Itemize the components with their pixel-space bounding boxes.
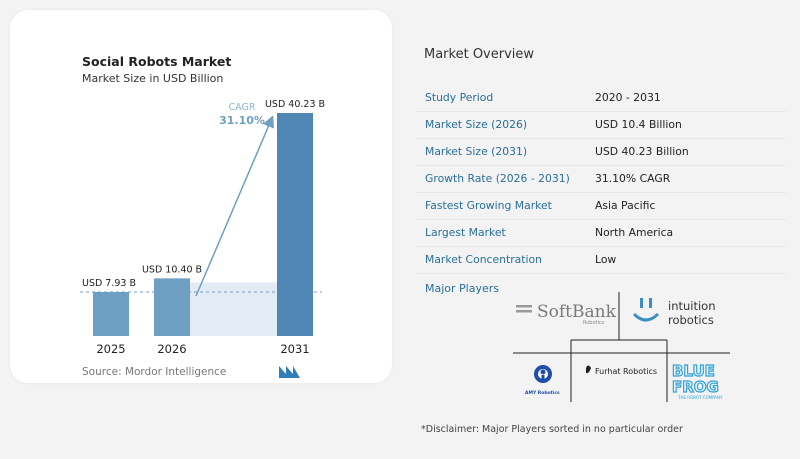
growth-band	[190, 282, 277, 336]
overview-value: 31.10% CAGR	[586, 165, 786, 193]
overview-value: USD 40.23 Billion	[586, 138, 786, 166]
overview-key: Fastest Growing Market	[416, 192, 586, 220]
overview-row: Market Size (2031) USD 40.23 Billion	[416, 138, 786, 166]
x-tick-2025: 2025	[96, 342, 125, 356]
blue-frog-logo: BLUE FROG THE ROBOT COMPANY	[671, 361, 723, 400]
overview-key: Study Period	[416, 84, 586, 112]
source-text: Source: Mordor Intelligence	[82, 366, 227, 378]
overview-row: Market Size (2026) USD 10.4 Billion	[416, 111, 786, 139]
major-players-title: Major Players	[425, 282, 499, 295]
amy-text: AMY Robotics	[525, 390, 560, 396]
overview-value: USD 10.4 Billion	[586, 111, 786, 139]
data-label-2025: USD 7.93 B	[82, 278, 136, 289]
disclaimer-text: *Disclaimer: Major Players sorted in no …	[421, 424, 683, 435]
softbank-text: SoftBank	[537, 302, 617, 322]
chart-title: Social Robots Market	[82, 54, 232, 69]
data-label-2031: USD 40.23 B	[265, 99, 325, 110]
bar-2026	[154, 278, 190, 336]
furhat-robotics-logo: Furhat Robotics	[586, 365, 657, 376]
cagr-arrow	[195, 115, 274, 297]
overview-key: Market Size (2031)	[416, 138, 586, 166]
mordor-logo-icon	[279, 366, 300, 378]
furhat-text: Furhat Robotics	[595, 367, 657, 376]
chart-subtitle: Market Size in USD Billion	[82, 72, 224, 85]
x-tick-2026: 2026	[157, 342, 186, 356]
overview-value: Low	[586, 246, 786, 274]
frog-text: FROG	[672, 378, 719, 396]
overview-value: 2020 - 2031	[586, 84, 786, 112]
overview-row: Growth Rate (2026 - 2031) 31.10% CAGR	[416, 165, 786, 193]
data-label-2026: USD 10.40 B	[142, 264, 202, 275]
bar-2031	[277, 113, 313, 336]
cagr-label: CAGR	[229, 102, 256, 113]
overview-row: Fastest Growing Market Asia Pacific	[416, 192, 786, 220]
market-overview-title: Market Overview	[424, 47, 535, 62]
overview-row: Market Concentration Low	[416, 246, 786, 274]
intuition-robotics-logo: intuition robotics	[632, 298, 716, 327]
amy-robotics-logo: AMY Robotics	[525, 365, 560, 396]
bar-2025	[93, 292, 129, 336]
softbank-sub-text: Robotics	[583, 320, 605, 326]
softbank-logo: SoftBank Robotics	[516, 302, 617, 326]
overview-value: North America	[586, 219, 786, 247]
cagr-value: 31.10%	[219, 114, 265, 127]
x-tick-2031: 2031	[280, 342, 309, 356]
overview-row: Study Period 2020 - 2031	[416, 84, 786, 112]
overview-key: Largest Market	[416, 219, 586, 247]
market-overview-table: Study Period 2020 - 2031 Market Size (2026…	[416, 84, 786, 274]
bar-chart: USD 7.93 B 2025 USD 10.40 B 2026 USD 40.23 B…	[80, 99, 325, 356]
robotics-text: robotics	[668, 313, 714, 327]
overview-key: Market Size (2026)	[416, 111, 586, 139]
intuition-text: intuition	[668, 299, 716, 313]
blue-text: BLUE	[672, 362, 715, 380]
overview-value: Asia Pacific	[586, 192, 786, 220]
bluefrog-sub-text: THE ROBOT COMPANY	[677, 395, 723, 400]
overview-key: Growth Rate (2026 - 2031)	[416, 165, 586, 193]
overview-row: Largest Market North America	[416, 219, 786, 247]
overview-key: Market Concentration	[416, 246, 586, 274]
